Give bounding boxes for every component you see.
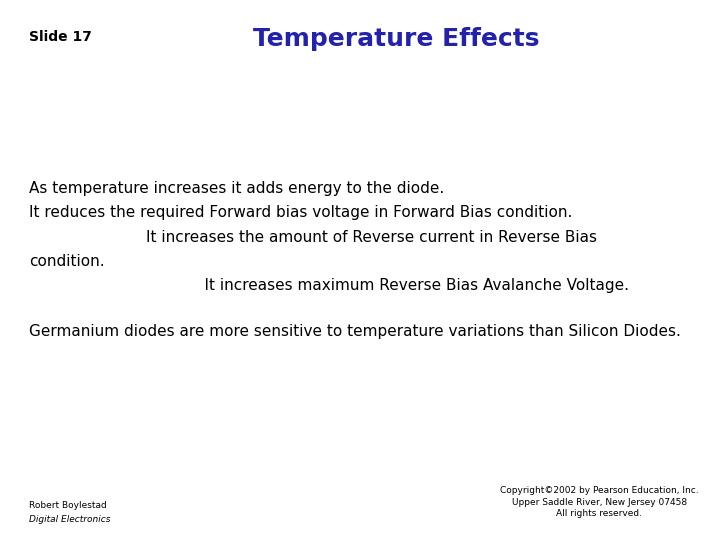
Text: It reduces the required Forward bias voltage in Forward Bias condition.: It reduces the required Forward bias vol… <box>29 205 572 220</box>
Text: Slide 17: Slide 17 <box>29 30 91 44</box>
Text: Temperature Effects: Temperature Effects <box>253 27 539 51</box>
Text: Germanium diodes are more sensitive to temperature variations than Silicon Diode: Germanium diodes are more sensitive to t… <box>29 324 680 339</box>
Text: Robert Boylestad: Robert Boylestad <box>29 501 107 510</box>
Text: condition.: condition. <box>29 254 104 269</box>
Text: Digital Electronics: Digital Electronics <box>29 515 110 524</box>
Text: Copyright©2002 by Pearson Education, Inc.
Upper Saddle River, New Jersey 07458
A: Copyright©2002 by Pearson Education, Inc… <box>500 486 698 518</box>
Text: As temperature increases it adds energy to the diode.: As temperature increases it adds energy … <box>29 181 444 196</box>
Text: It increases the amount of Reverse current in Reverse Bias: It increases the amount of Reverse curre… <box>29 230 597 245</box>
Text: It increases maximum Reverse Bias Avalanche Voltage.: It increases maximum Reverse Bias Avalan… <box>29 278 629 293</box>
